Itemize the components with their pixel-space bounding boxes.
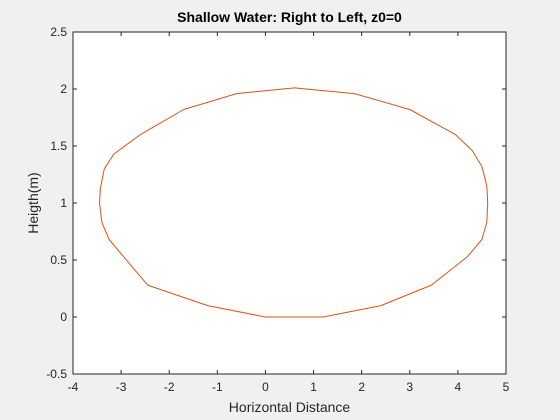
x-tick-label: -2 — [164, 380, 175, 394]
y-tick-label: -0.5 — [46, 367, 67, 381]
plot-area — [73, 32, 506, 374]
y-tick-label: 2 — [60, 82, 67, 96]
x-tick-label: 0 — [262, 380, 269, 394]
x-tick-label: 4 — [455, 380, 462, 394]
x-tick-label: 3 — [406, 380, 413, 394]
y-tick-label: 1 — [60, 196, 67, 210]
x-tick-label: -3 — [116, 380, 127, 394]
y-tick-label: 0 — [60, 310, 67, 324]
x-tick-label: -1 — [212, 380, 223, 394]
x-tick-label: 1 — [310, 380, 317, 394]
x-tick-label: 2 — [358, 380, 365, 394]
y-tick-label: 2.5 — [50, 25, 67, 39]
y-axis-label: Heigth(m) — [25, 172, 41, 233]
x-axis-label: Horizontal Distance — [229, 399, 351, 415]
x-tick-label: -4 — [68, 380, 79, 394]
y-tick-label: 0.5 — [50, 253, 67, 267]
y-tick-label: 1.5 — [50, 139, 67, 153]
chart-title: Shallow Water: Right to Left, z0=0 — [177, 9, 402, 25]
x-tick-label: 5 — [503, 380, 510, 394]
